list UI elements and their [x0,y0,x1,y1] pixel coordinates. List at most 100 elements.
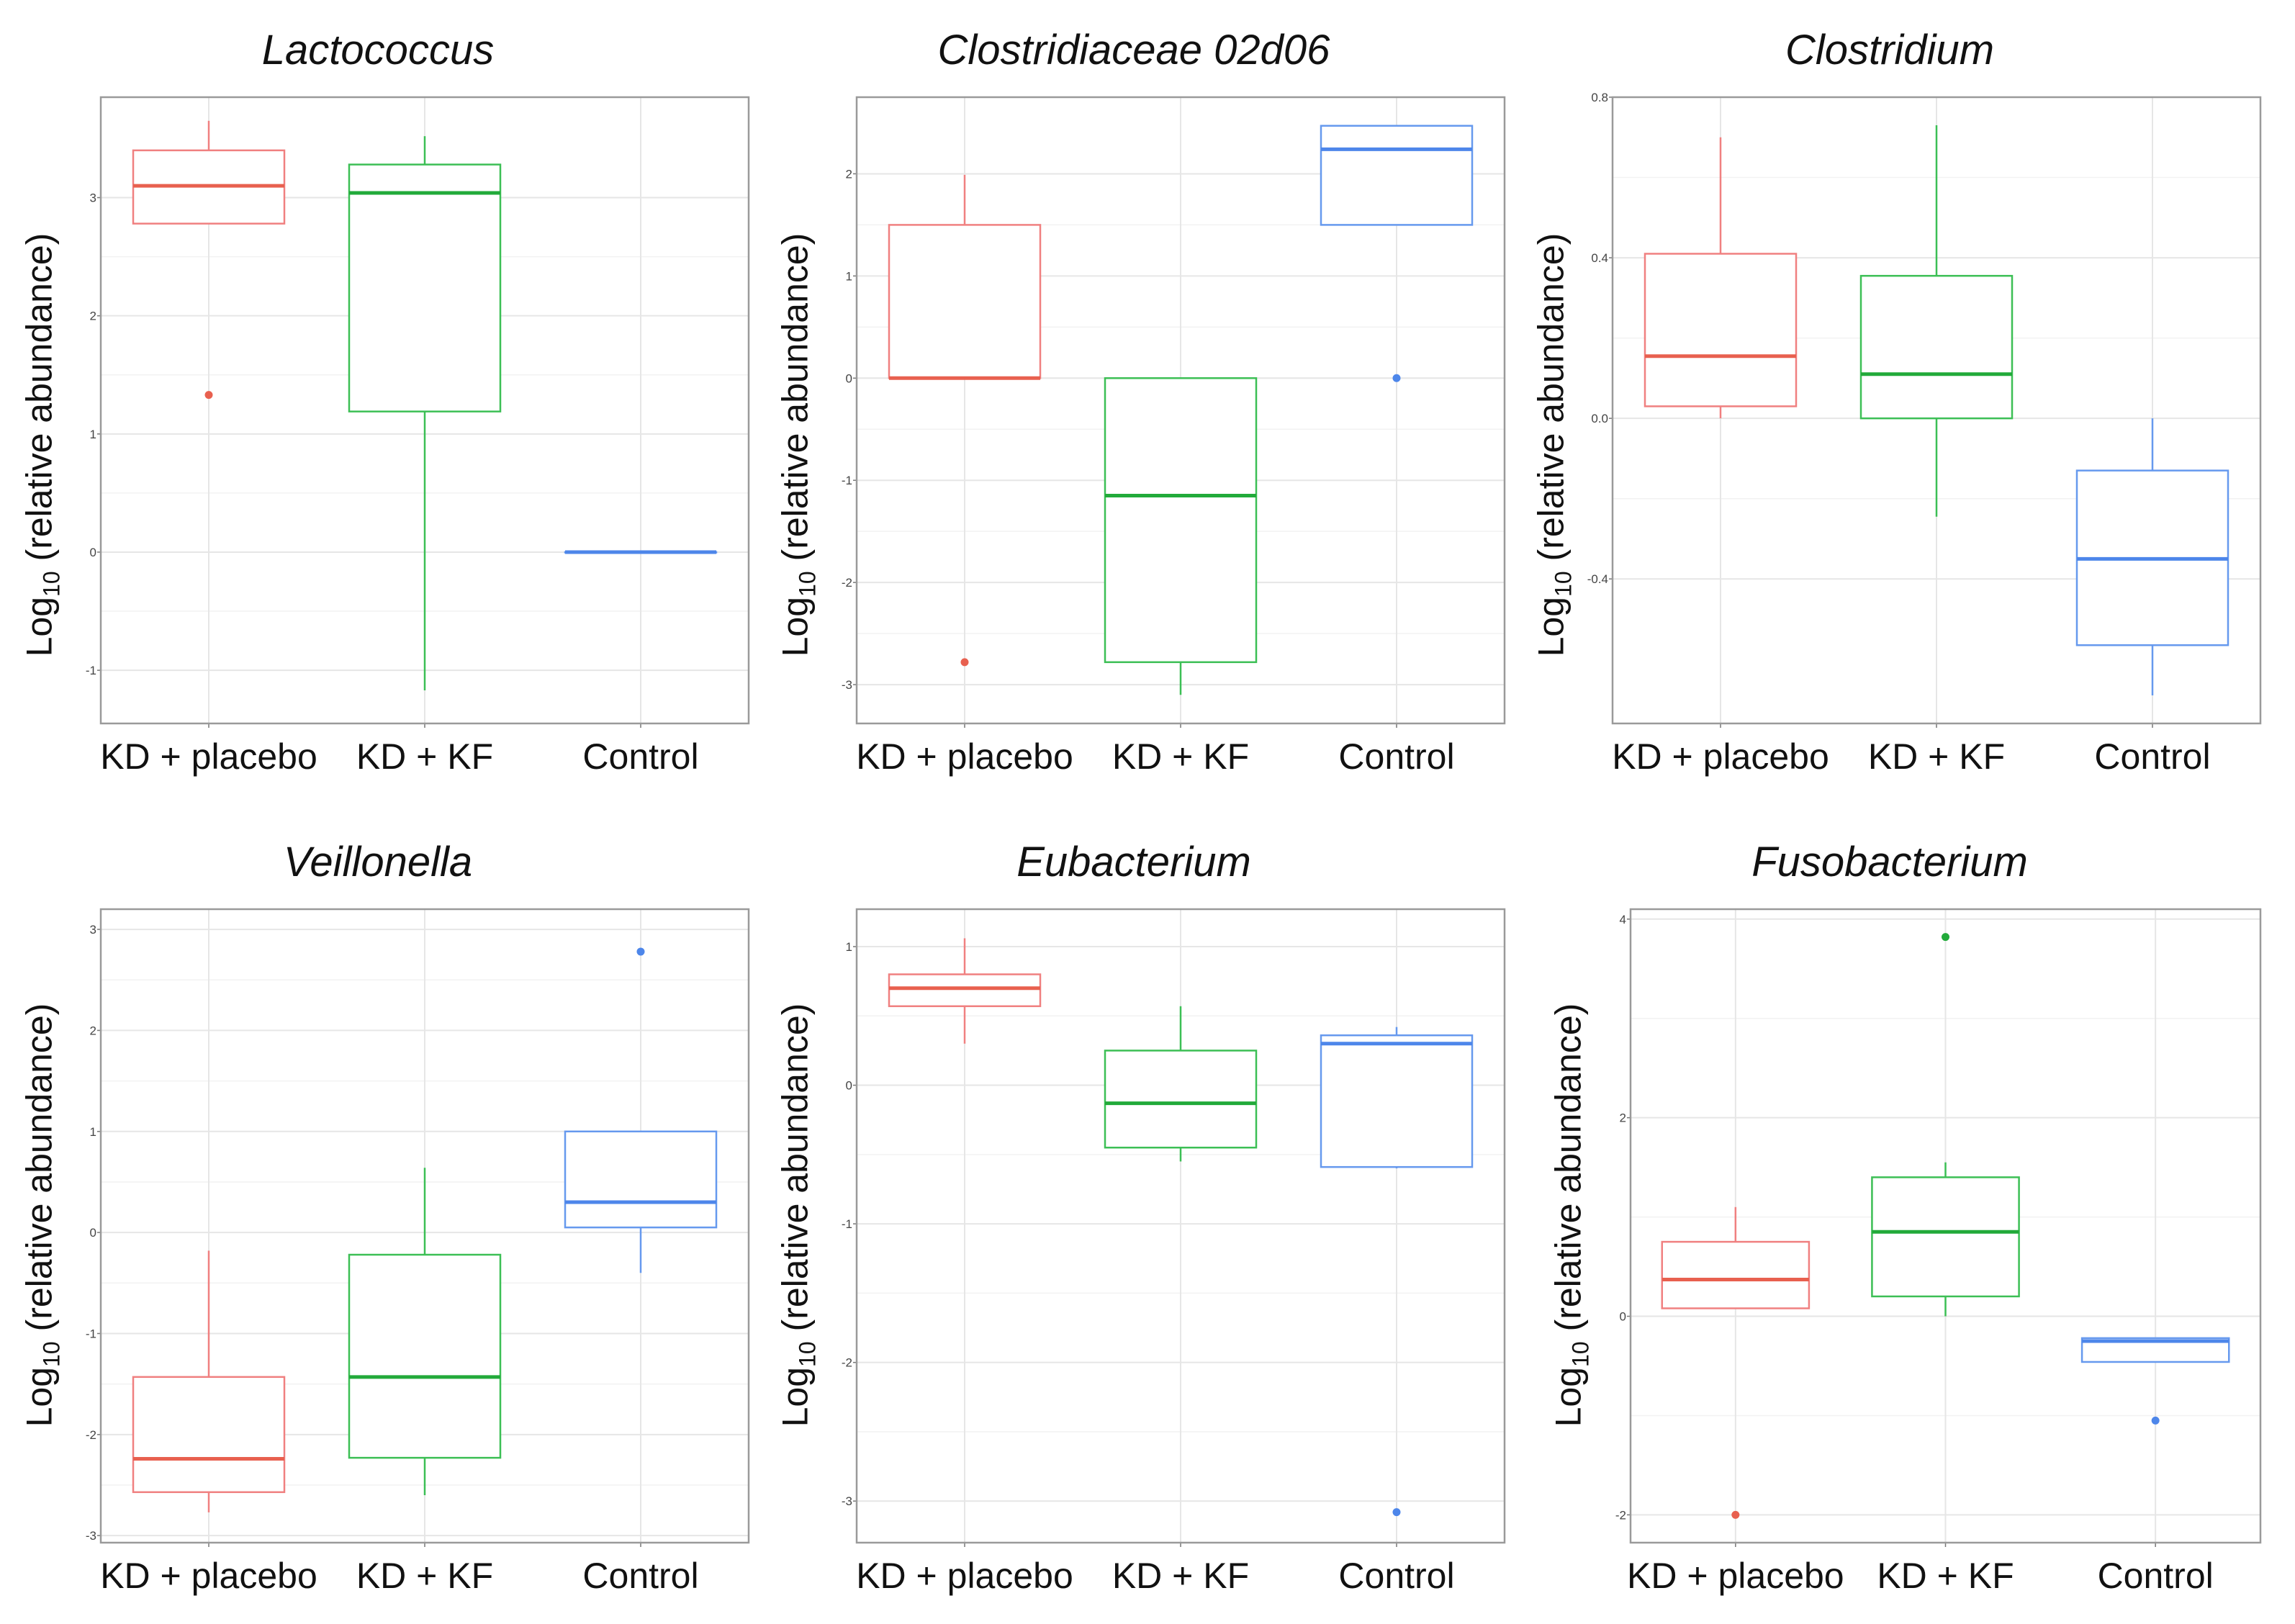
box-kd-placebo [1644,137,1798,419]
y-tick-label: 0 [90,546,96,559]
outlier-point [1392,374,1401,382]
box-kd-placebo [132,120,286,400]
box-iqr [1661,1240,1811,1309]
panel-clostridium: Clostridium Log10 (relative abundance) -… [1512,0,2295,812]
y-tick-label: 2 [846,167,852,181]
panel-title: Clostridium [1785,27,1995,73]
x-category-label: KD + placebo [1612,736,1829,777]
box-control [1320,1027,1474,1517]
box-control [564,947,718,1273]
y-tick-label: -0.4 [1587,572,1608,586]
panel-clostridiaceae: Clostridiaceae 02d06 Log10 (relative abu… [756,0,1512,812]
plot-border [855,96,1506,725]
outlier-point [960,658,969,667]
box-kd-placebo [132,1250,286,1512]
x-category-label: Control [1338,1556,1454,1596]
x-category-label: KD + placebo [856,736,1073,777]
box-iqr [888,224,1042,379]
outlier-point [636,947,645,956]
y-tick-label: -1 [842,1217,852,1231]
boxplot-clostridiaceae: -3 -2 -1 0 1 2 KD + placebo KD + KF Control [842,96,1506,777]
y-tick-label: 1 [846,269,852,283]
plot-border [99,908,750,1544]
box-iqr [564,1130,718,1229]
box-kd-kf [1104,1006,1258,1162]
box-iqr [1104,377,1258,664]
plot-border [1629,908,2262,1544]
outlier-point [1392,1508,1401,1517]
x-category-label: Control [582,736,698,777]
x-category-label: KD + KF [356,736,493,777]
y-tick-label: 1 [846,940,852,954]
y-tick-label: 2 [90,310,96,323]
y-tick-label: 0 [846,371,852,385]
y-tick-label: 0.4 [1591,251,1608,265]
box-iqr [348,163,502,412]
y-tick-label: -2 [842,576,852,590]
y-tick-label: 1 [90,1125,96,1139]
box-iqr [1644,253,1798,407]
plot-border [1611,96,2262,725]
y-tick-label: 0 [846,1079,852,1093]
x-category-label: KD + placebo [100,736,317,777]
y-tick-label: -2 [86,1428,96,1442]
boxplot-eubacterium: -3 -2 -1 0 1 KD + placebo KD + KF Control [842,908,1506,1596]
y-tick-label: -1 [86,664,96,677]
x-category-label: KD + KF [1112,736,1249,777]
panel-title: Clostridiaceae 02d06 [937,27,1330,73]
x-category-label: Control [1338,736,1454,777]
boxplot-veillonella: -3 -2 -1 0 1 2 3 KD + placebo KD + KF Control [86,908,750,1596]
box-iqr [1104,1050,1258,1149]
box-iqr [1871,1176,2020,1298]
box-kd-kf [1871,933,2020,1317]
y-tick-label: -2 [1615,1508,1626,1522]
x-category-label: Control [2094,736,2210,777]
boxplot-lactococcus: -1 0 1 2 3 KD + placebo KD + KF Control [86,96,750,777]
box-control [564,550,718,554]
plot-border [855,908,1506,1544]
y-tick-label: 0.0 [1591,412,1608,425]
box-kd-kf [1859,125,2014,517]
boxplot-fusobacterium: -2 0 2 4 KD + placebo KD + KF Control [1615,908,2262,1596]
outlier-point [204,391,213,400]
y-tick-label: -2 [842,1356,852,1370]
boxplot-clostridium: -0.4 0.0 0.4 0.8 KD + placebo KD + KF Control [1587,91,2262,777]
box-kd-placebo [888,174,1042,667]
box-kd-kf [348,1168,502,1496]
y-tick-label: -3 [86,1529,96,1543]
outlier-point [2151,1416,2160,1425]
x-category-label: KD + KF [1877,1556,2014,1596]
y-tick-label: -3 [842,678,852,692]
panel-title: Eubacterium [1016,839,1251,885]
plot-border [99,96,750,725]
y-tick-label: -3 [842,1494,852,1508]
y-tick-label: 4 [1620,913,1626,926]
x-category-label: Control [582,1556,698,1596]
outlier-point [1731,1510,1740,1519]
box-iqr [348,1253,502,1459]
box-kd-kf [348,136,502,691]
y-tick-label: 0 [90,1226,96,1240]
x-category-label: KD + KF [1868,736,2005,777]
x-category-label: KD + placebo [100,1556,317,1596]
y-tick-label: 2 [1620,1111,1626,1125]
panel-lactococcus: Lactococcus Log10 (relative abundance) -… [0,0,756,812]
x-category-label: KD + placebo [856,1556,1073,1596]
x-category-label: Control [2098,1556,2214,1596]
x-category-label: KD + placebo [1627,1556,1844,1596]
box-iqr [1859,274,2014,420]
x-category-label: KD + KF [356,1556,493,1596]
box-iqr [888,973,1042,1008]
panel-title: Veillonella [283,839,473,885]
panel-eubacterium: Eubacterium Log10 (relative abundance) -… [756,812,1512,1624]
box-control [2080,1337,2230,1425]
box-control [1320,125,1474,382]
y-tick-label: 0 [1620,1310,1626,1324]
box-control [2075,418,2229,695]
y-tick-label: 3 [90,923,96,937]
panel-title: Fusobacterium [1751,839,2028,885]
box-kd-placebo [888,938,1042,1044]
box-kd-kf [1104,377,1258,695]
box-iqr [1320,1034,1474,1168]
box-iqr [132,1376,286,1494]
